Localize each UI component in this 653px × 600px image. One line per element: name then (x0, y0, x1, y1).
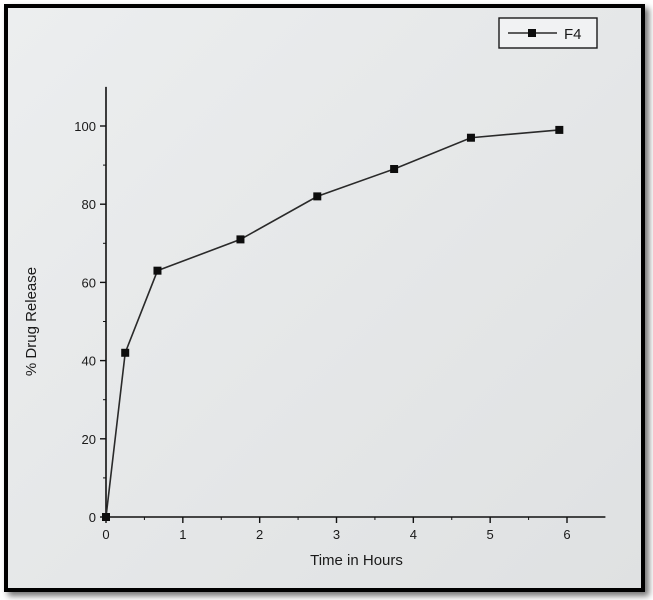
x-tick-label: 6 (563, 527, 570, 542)
legend: F4 (498, 17, 598, 49)
y-tick-label: 100 (74, 119, 96, 134)
data-point (466, 133, 475, 142)
data-point (236, 235, 245, 244)
chart-frame: 0 20 40 60 80 100 0 1 2 3 4 5 6 Time in Hours % Dru… (4, 4, 645, 592)
x-tick-label: 1 (179, 527, 186, 542)
axes (105, 86, 606, 518)
data-point (390, 165, 399, 174)
x-tick-label: 0 (102, 527, 109, 542)
data-point (121, 348, 130, 357)
y-axis-title: % Drug Release (23, 267, 40, 376)
x-tick-label: 5 (487, 527, 494, 542)
y-tick-label: 60 (82, 275, 96, 290)
x-ticks: 0 1 2 3 4 5 6 (102, 517, 571, 542)
y-tick-label: 20 (82, 432, 96, 447)
data-point (313, 192, 322, 201)
x-axis-title: Time in Hours (310, 552, 403, 569)
data-point (102, 513, 110, 521)
line-chart: 0 20 40 60 80 100 0 1 2 3 4 5 6 Time in Hours % Dru… (23, 17, 606, 569)
y-tick-label: 80 (82, 197, 96, 212)
x-tick-label: 2 (256, 527, 263, 542)
legend-entry-f4: F4 (564, 26, 582, 43)
data-point (153, 266, 162, 275)
series-line-f4 (105, 129, 560, 518)
y-tick-label: 0 (89, 510, 96, 525)
y-tick-label: 40 (82, 354, 96, 369)
series-layer (102, 125, 564, 521)
y-ticks: 0 20 40 60 80 100 (74, 119, 106, 525)
data-point (555, 125, 564, 134)
x-tick-label: 3 (333, 527, 340, 542)
legend-marker-square (528, 29, 536, 37)
x-tick-label: 4 (410, 527, 417, 542)
